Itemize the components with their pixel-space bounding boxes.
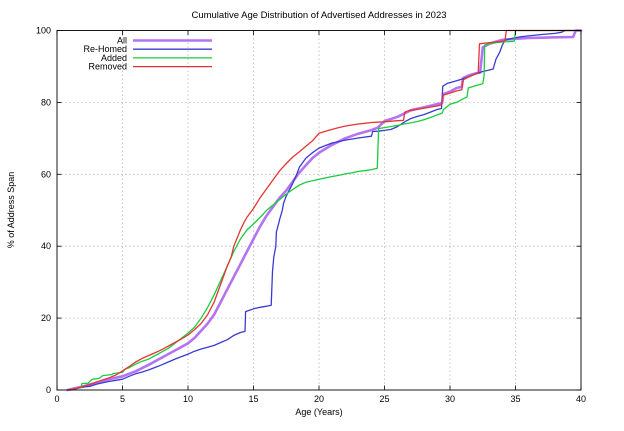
y-tick-label: 20 xyxy=(41,313,51,323)
x-tick-label: 10 xyxy=(183,394,193,404)
x-axis-label: Age (Years) xyxy=(295,407,342,417)
series-line-added xyxy=(69,29,582,391)
y-tick-label: 40 xyxy=(41,241,51,251)
plot-border-box xyxy=(56,30,582,391)
legend-label-all: All xyxy=(117,36,127,46)
x-tick-label: 25 xyxy=(379,394,389,404)
x-tick-label: 0 xyxy=(54,394,59,404)
y-tick-label: 60 xyxy=(41,169,51,179)
y-tick-label: 100 xyxy=(36,26,51,36)
y-tick-label: 80 xyxy=(41,97,51,107)
x-tick-label: 30 xyxy=(445,394,455,404)
legend-label-removed: Removed xyxy=(88,62,127,72)
chart-title: Cumulative Age Distribution of Advertise… xyxy=(191,10,446,21)
series-line-all xyxy=(66,29,583,392)
x-tick-label: 20 xyxy=(314,394,324,404)
x-tick-label: 40 xyxy=(576,394,586,404)
series-layer xyxy=(66,29,583,392)
x-tick-label: 35 xyxy=(510,394,520,404)
x-tick-label: 15 xyxy=(248,394,258,404)
legend-label-added: Added xyxy=(101,53,127,63)
axes-layer: 0 5 10 15 20 25 30 35 40 0 20 40 60 80 100 xyxy=(36,26,586,405)
legend-label-re-homed: Re-Homed xyxy=(83,44,127,54)
series-line-removed xyxy=(68,29,582,391)
y-axis-label: % of Address Span xyxy=(6,172,16,249)
series-line-re-homed xyxy=(69,29,582,391)
y-tick-label: 0 xyxy=(46,385,51,395)
x-tick-label: 5 xyxy=(120,394,125,404)
grid-layer xyxy=(57,30,581,390)
